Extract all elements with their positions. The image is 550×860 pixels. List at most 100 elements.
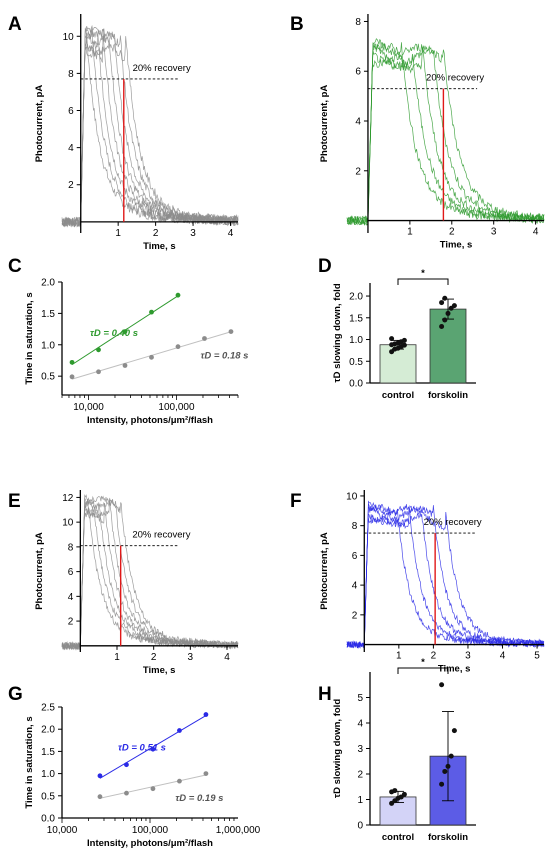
data-point <box>96 347 101 353</box>
data-point <box>150 746 156 752</box>
data-point <box>439 323 445 329</box>
y-tick-label: 1.0 <box>41 769 55 780</box>
data-point <box>442 295 448 301</box>
y-tick-label: 2 <box>355 166 361 177</box>
y-tick-label: 2.0 <box>41 725 55 736</box>
y-tick-label: 3 <box>357 744 363 755</box>
data-point <box>175 292 181 298</box>
x-tick-label: 1 <box>407 227 413 238</box>
y-tick-label: 2 <box>68 617 74 628</box>
data-point <box>177 728 182 733</box>
y-tick-label: 8 <box>68 69 74 80</box>
y-tick-label: 1 <box>357 795 363 806</box>
data-point <box>122 363 128 368</box>
y-tick-label: 0.5 <box>41 791 55 802</box>
y-tick-label: 2 <box>357 770 363 781</box>
significance-bracket <box>397 278 449 285</box>
y-tick-label: 4 <box>357 719 363 730</box>
data-point <box>439 682 445 688</box>
y-tick-label: 0 <box>357 821 363 832</box>
data-point <box>442 768 448 774</box>
data-point <box>439 300 445 306</box>
series-label-2: τD = 0.19 s <box>175 793 223 804</box>
x-tick-label: 4 <box>224 652 230 663</box>
x-tick-label: 2 <box>151 652 157 663</box>
data-point <box>149 354 154 360</box>
y-tick-label: 6 <box>68 106 74 117</box>
x-axis-label: Intensity, photons/μm²/flash <box>87 838 213 849</box>
data-point <box>445 310 451 316</box>
y-axis-label: Photocurrent, pA <box>34 85 45 163</box>
data-point <box>175 344 181 350</box>
y-axis-label: Photocurrent, pA <box>319 85 330 163</box>
trace-3 <box>346 42 545 226</box>
x-tick-label: 1 <box>115 228 121 239</box>
data-point <box>177 778 182 784</box>
panel-letter-e: E <box>8 491 21 512</box>
y-tick-label: 6 <box>355 67 361 78</box>
y-tick-label: 4 <box>355 117 361 128</box>
x-tick-label: 4 <box>500 651 506 662</box>
data-point <box>439 781 445 787</box>
bar-forskolin <box>429 308 467 384</box>
x-tick-label: 100,000 <box>158 402 195 413</box>
x-axis-label: Time, s <box>143 241 176 252</box>
data-point <box>124 762 129 768</box>
data-point <box>448 753 454 759</box>
panel-letter-a: A <box>8 14 22 35</box>
y-tick-label: 0.5 <box>349 357 363 368</box>
data-point <box>122 329 128 334</box>
y-tick-label: 0.0 <box>41 814 55 825</box>
y-tick-label: 10 <box>62 518 74 529</box>
x-tick-label: 10,000 <box>47 825 78 836</box>
y-tick-label: 2.5 <box>41 703 55 714</box>
data-point <box>401 337 407 343</box>
trace-5 <box>346 504 545 649</box>
x-tick-label: 3 <box>190 228 196 239</box>
data-point <box>97 773 103 779</box>
data-point <box>392 788 398 794</box>
category-label: control <box>382 390 414 401</box>
y-tick-label: 12 <box>62 493 74 504</box>
data-point <box>451 303 457 309</box>
y-axis-label: Time in saturation, s <box>24 292 35 384</box>
data-point <box>203 712 209 717</box>
panel-c: 0.5 1.0 1.5 2.0 10,000 100,000 τD = 0.40 s τD =… <box>24 278 248 427</box>
data-point <box>69 359 75 365</box>
y-tick-label: 5 <box>357 693 363 704</box>
data-point <box>401 791 407 797</box>
trace-7 <box>61 495 238 651</box>
data-point <box>451 728 457 734</box>
y-tick-label: 0.0 <box>349 379 363 390</box>
panel-g: 0.0 0.5 1.0 1.5 2.0 2.5 10,000 100,000 1,000,000… <box>24 703 261 850</box>
x-tick-label: 4 <box>533 227 539 238</box>
y-tick-label: 8 <box>352 521 358 532</box>
x-tick-label: 2 <box>431 651 437 662</box>
x-tick-label: 3 <box>491 227 497 238</box>
x-tick-label: 1 <box>396 651 402 662</box>
y-tick-label: 0.5 <box>41 372 55 383</box>
x-tick-label: 3 <box>465 651 471 662</box>
y-tick-label: 4 <box>68 592 74 603</box>
panel-letter-f: F <box>290 491 302 512</box>
panel-letter-d: D <box>318 256 332 277</box>
data-point <box>442 317 448 323</box>
y-tick-label: 2.0 <box>41 278 55 289</box>
data-point <box>401 342 407 348</box>
data-point <box>97 794 103 800</box>
significance-marker: * <box>421 657 425 668</box>
y-tick-label: 10 <box>63 32 75 43</box>
x-tick-label: 1 <box>114 652 120 663</box>
y-tick-label: 8 <box>68 542 74 553</box>
x-axis-label: Time, s <box>143 665 176 676</box>
x-tick-label: 2 <box>153 228 159 239</box>
y-tick-label: 10 <box>346 491 358 502</box>
y-tick-label: 6 <box>352 551 358 562</box>
x-tick-label: 3 <box>188 652 194 663</box>
data-point <box>96 369 101 375</box>
data-point <box>149 309 154 315</box>
category-label: forskolin <box>428 832 468 843</box>
panel-d: 0.0 0.5 1.0 1.5 2.0 control forskolin * τD slowi… <box>332 268 476 401</box>
y-tick-label: 6 <box>68 567 74 578</box>
